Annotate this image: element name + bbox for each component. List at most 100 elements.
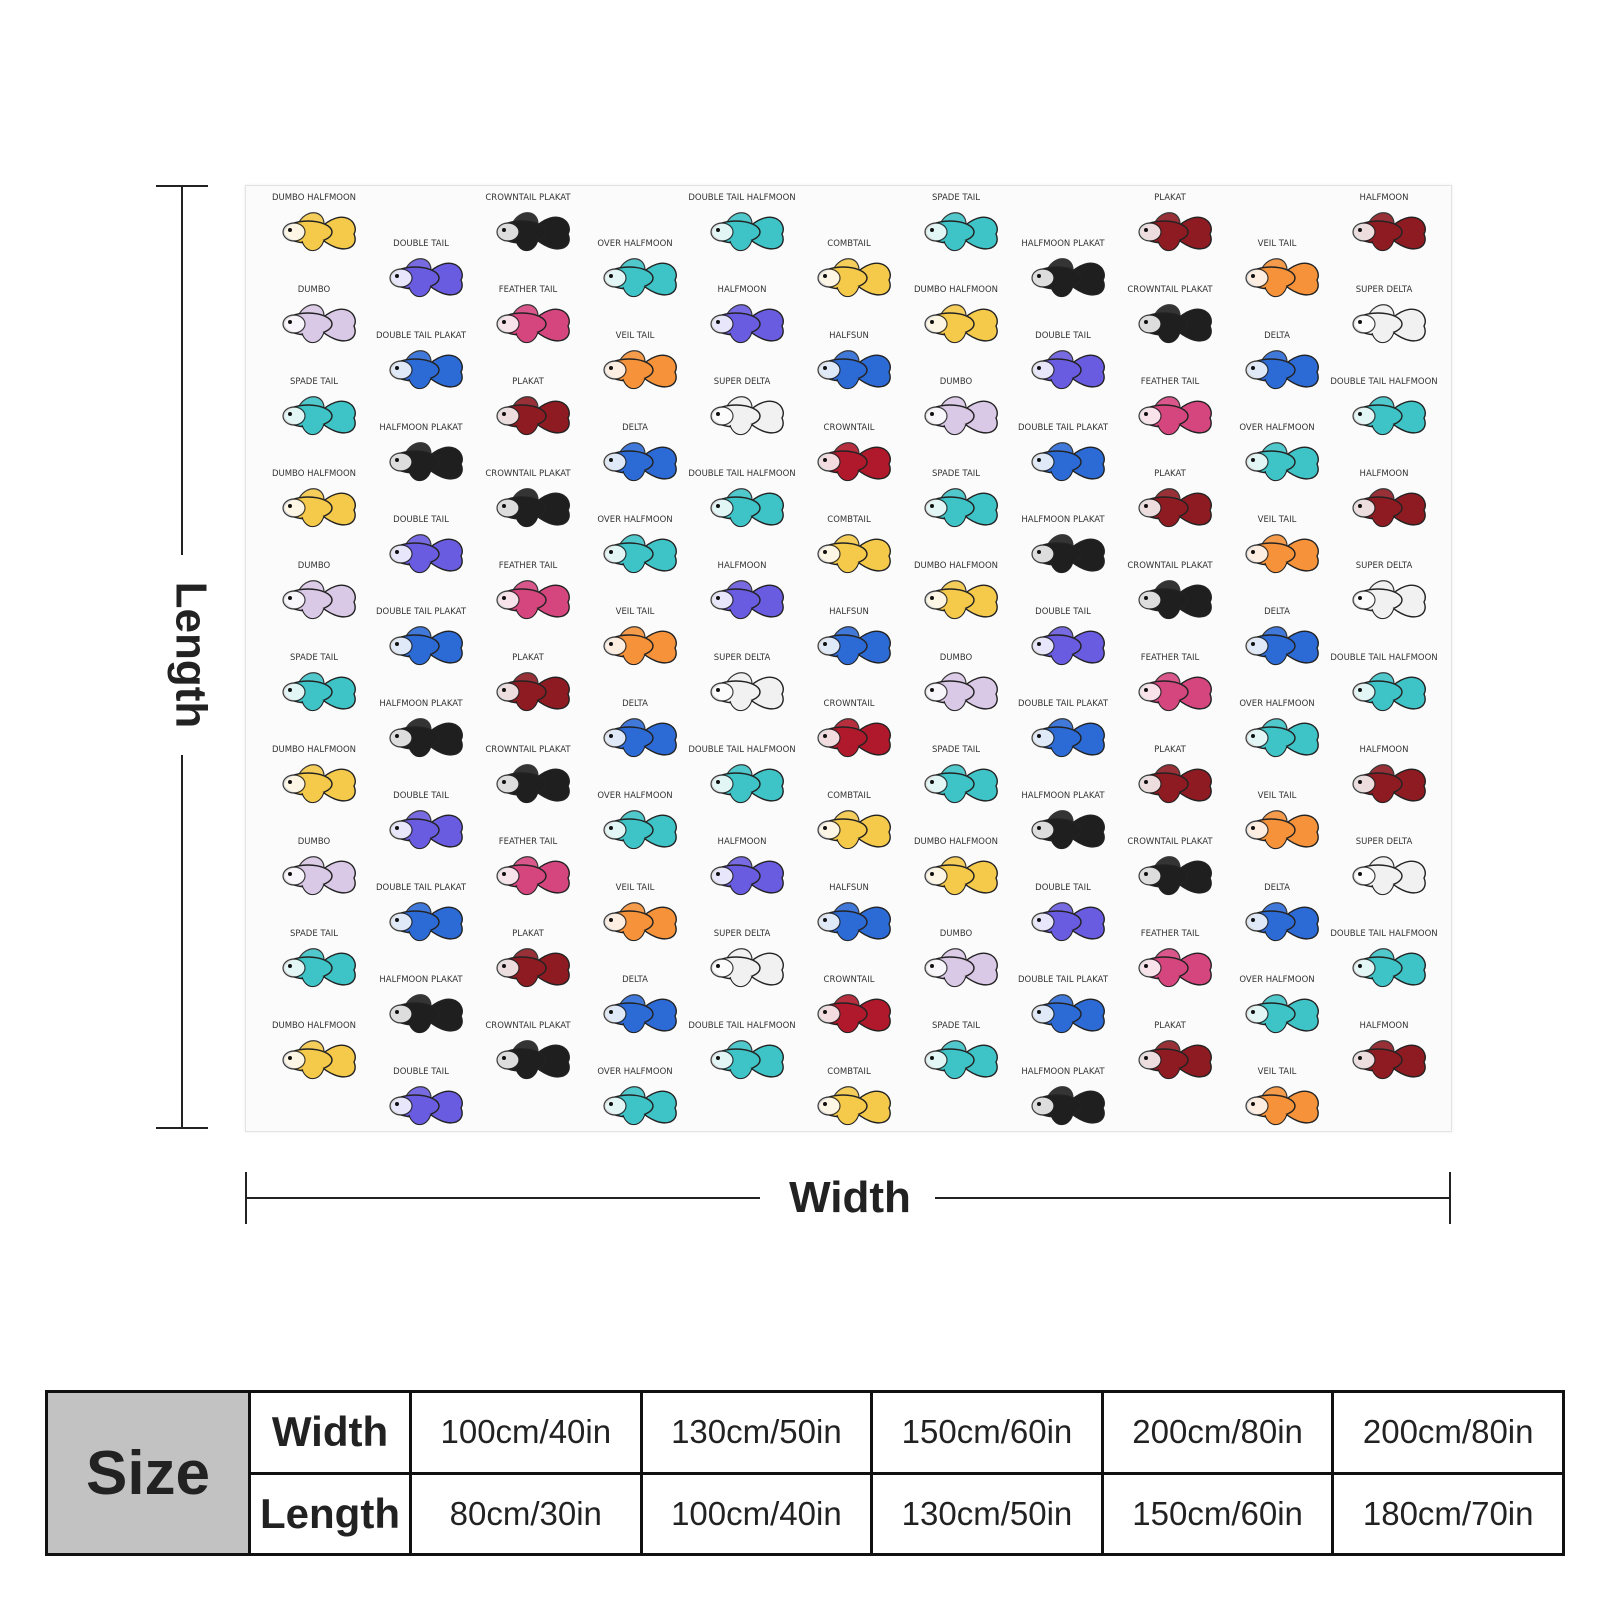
fish-motif: DOUBLE TAIL bbox=[389, 239, 463, 298]
fish-head bbox=[1138, 590, 1162, 610]
fish-motif: CROWNTAIL PLAKAT bbox=[485, 469, 571, 528]
fish-label: HALFMOON bbox=[1360, 1021, 1409, 1031]
fish-ventral-fin bbox=[943, 515, 967, 528]
fish-label: DUMBO bbox=[298, 561, 331, 571]
fish-motif: DOUBLE TAIL HALFMOON bbox=[1330, 929, 1438, 988]
fish-motif: COMBTAIL bbox=[817, 239, 891, 298]
fish-label: VEIL TAIL bbox=[1258, 1067, 1297, 1077]
fish-ventral-fin bbox=[301, 975, 325, 988]
fish-ventral-fin bbox=[1264, 377, 1288, 390]
fish-label: DOUBLE TAIL HALFMOON bbox=[1330, 377, 1437, 387]
fish-label: OVER HALFMOON bbox=[1239, 975, 1314, 985]
fish-label: CROWNTAIL PLAKAT bbox=[485, 469, 571, 479]
fish-head bbox=[603, 268, 627, 288]
fish-label: CROWNTAIL PLAKAT bbox=[485, 193, 571, 203]
fish-head bbox=[1031, 636, 1055, 656]
fish-motif: HALFMOON PLAKAT bbox=[1021, 1067, 1105, 1126]
fish-label: OVER HALFMOON bbox=[1239, 699, 1314, 709]
fish-motif: FEATHER TAIL bbox=[496, 561, 570, 620]
fish-label: DELTA bbox=[1264, 883, 1290, 893]
fish-label: SUPER DELTA bbox=[1356, 561, 1413, 571]
fish-label: VEIL TAIL bbox=[616, 607, 655, 617]
fish-ventral-fin bbox=[1264, 653, 1288, 666]
fish-eye bbox=[1037, 642, 1041, 646]
fish-head bbox=[1138, 314, 1162, 334]
fish-eye bbox=[930, 872, 934, 876]
fish-label: DOUBLE TAIL HALFMOON bbox=[1330, 929, 1437, 939]
fish-ventral-fin bbox=[408, 1113, 432, 1126]
fish-label: HALFSUN bbox=[829, 883, 869, 893]
fish-ventral-fin bbox=[1371, 239, 1395, 252]
fish-motif: VEIL TAIL bbox=[603, 607, 677, 666]
fish-eye bbox=[502, 504, 506, 508]
fish-eye bbox=[1037, 274, 1041, 278]
fish-head bbox=[1031, 360, 1055, 380]
fish-eye bbox=[1251, 1010, 1255, 1014]
fish-label: VEIL TAIL bbox=[1258, 515, 1297, 525]
fish-motif: DOUBLE TAIL HALFMOON bbox=[688, 1021, 796, 1080]
fish-ventral-fin bbox=[1157, 699, 1181, 712]
length-value: 130cm/50in bbox=[870, 1471, 1104, 1556]
fish-ventral-fin bbox=[729, 423, 753, 436]
fish-eye bbox=[823, 550, 827, 554]
fish-label: DOUBLE TAIL bbox=[1035, 883, 1091, 893]
fish-label: DOUBLE TAIL HALFMOON bbox=[688, 1021, 795, 1031]
fish-label: DUMBO bbox=[298, 285, 331, 295]
fish-label: CROWNTAIL PLAKAT bbox=[1127, 837, 1213, 847]
fish-head bbox=[1031, 820, 1055, 840]
fish-label: SPADE TAIL bbox=[290, 929, 338, 939]
fish-ventral-fin bbox=[622, 1113, 646, 1126]
fish-head bbox=[496, 958, 520, 978]
fish-head bbox=[603, 912, 627, 932]
fish-eye bbox=[288, 596, 292, 600]
fish-ventral-fin bbox=[301, 239, 325, 252]
fish-eye bbox=[288, 964, 292, 968]
fish-label: PLAKAT bbox=[512, 929, 544, 939]
fish-head bbox=[1138, 498, 1162, 518]
fish-eye bbox=[609, 1102, 613, 1106]
fish-head bbox=[389, 1004, 413, 1024]
fish-motif: VEIL TAIL bbox=[1245, 239, 1319, 298]
fish-motif: DOUBLE TAIL bbox=[1031, 883, 1105, 942]
length-label: Length bbox=[166, 581, 216, 729]
fish-head bbox=[1352, 866, 1376, 886]
fish-eye bbox=[823, 458, 827, 462]
fish-motif: HALFMOON bbox=[710, 561, 784, 620]
fish-label: VEIL TAIL bbox=[616, 331, 655, 341]
fish-ventral-fin bbox=[1264, 929, 1288, 942]
fish-motif: DOUBLE TAIL PLAKAT bbox=[376, 883, 467, 942]
fish-head bbox=[603, 820, 627, 840]
fish-head bbox=[1245, 544, 1269, 564]
fish-head bbox=[1031, 268, 1055, 288]
fish-head bbox=[496, 682, 520, 702]
fish-motif: CROWNTAIL bbox=[817, 423, 891, 482]
fish-head bbox=[924, 498, 948, 518]
fish-ventral-fin bbox=[943, 423, 967, 436]
fish-motif: DUMBO bbox=[924, 653, 998, 712]
fish-motif: DOUBLE TAIL HALFMOON bbox=[1330, 653, 1438, 712]
fish-label: SUPER DELTA bbox=[1356, 285, 1413, 295]
fish-label: DELTA bbox=[622, 975, 648, 985]
length-value: 180cm/70in bbox=[1331, 1471, 1565, 1556]
fish-ventral-fin bbox=[836, 561, 860, 574]
fish-label: VEIL TAIL bbox=[1258, 791, 1297, 801]
fish-label: HALFSUN bbox=[829, 331, 869, 341]
fish-label: DOUBLE TAIL bbox=[393, 239, 449, 249]
fish-label: SPADE TAIL bbox=[932, 745, 980, 755]
fish-motif: OVER HALFMOON bbox=[1239, 699, 1319, 758]
fish-label: HALFMOON PLAKAT bbox=[379, 975, 463, 985]
fish-ventral-fin bbox=[1371, 791, 1395, 804]
fish-motif: SPADE TAIL bbox=[282, 377, 356, 436]
fish-eye bbox=[1358, 1056, 1362, 1060]
fish-head bbox=[1031, 544, 1055, 564]
fish-label: OVER HALFMOON bbox=[1239, 423, 1314, 433]
fish-head bbox=[817, 268, 841, 288]
fish-head bbox=[603, 1096, 627, 1116]
fish-head bbox=[1352, 774, 1376, 794]
fish-ventral-fin bbox=[1371, 607, 1395, 620]
fish-label: DUMBO HALFMOON bbox=[914, 561, 998, 571]
fish-label: DOUBLE TAIL bbox=[393, 1067, 449, 1077]
fish-eye bbox=[395, 366, 399, 370]
width-row-label: Width bbox=[248, 1390, 412, 1475]
fish-ventral-fin bbox=[622, 929, 646, 942]
